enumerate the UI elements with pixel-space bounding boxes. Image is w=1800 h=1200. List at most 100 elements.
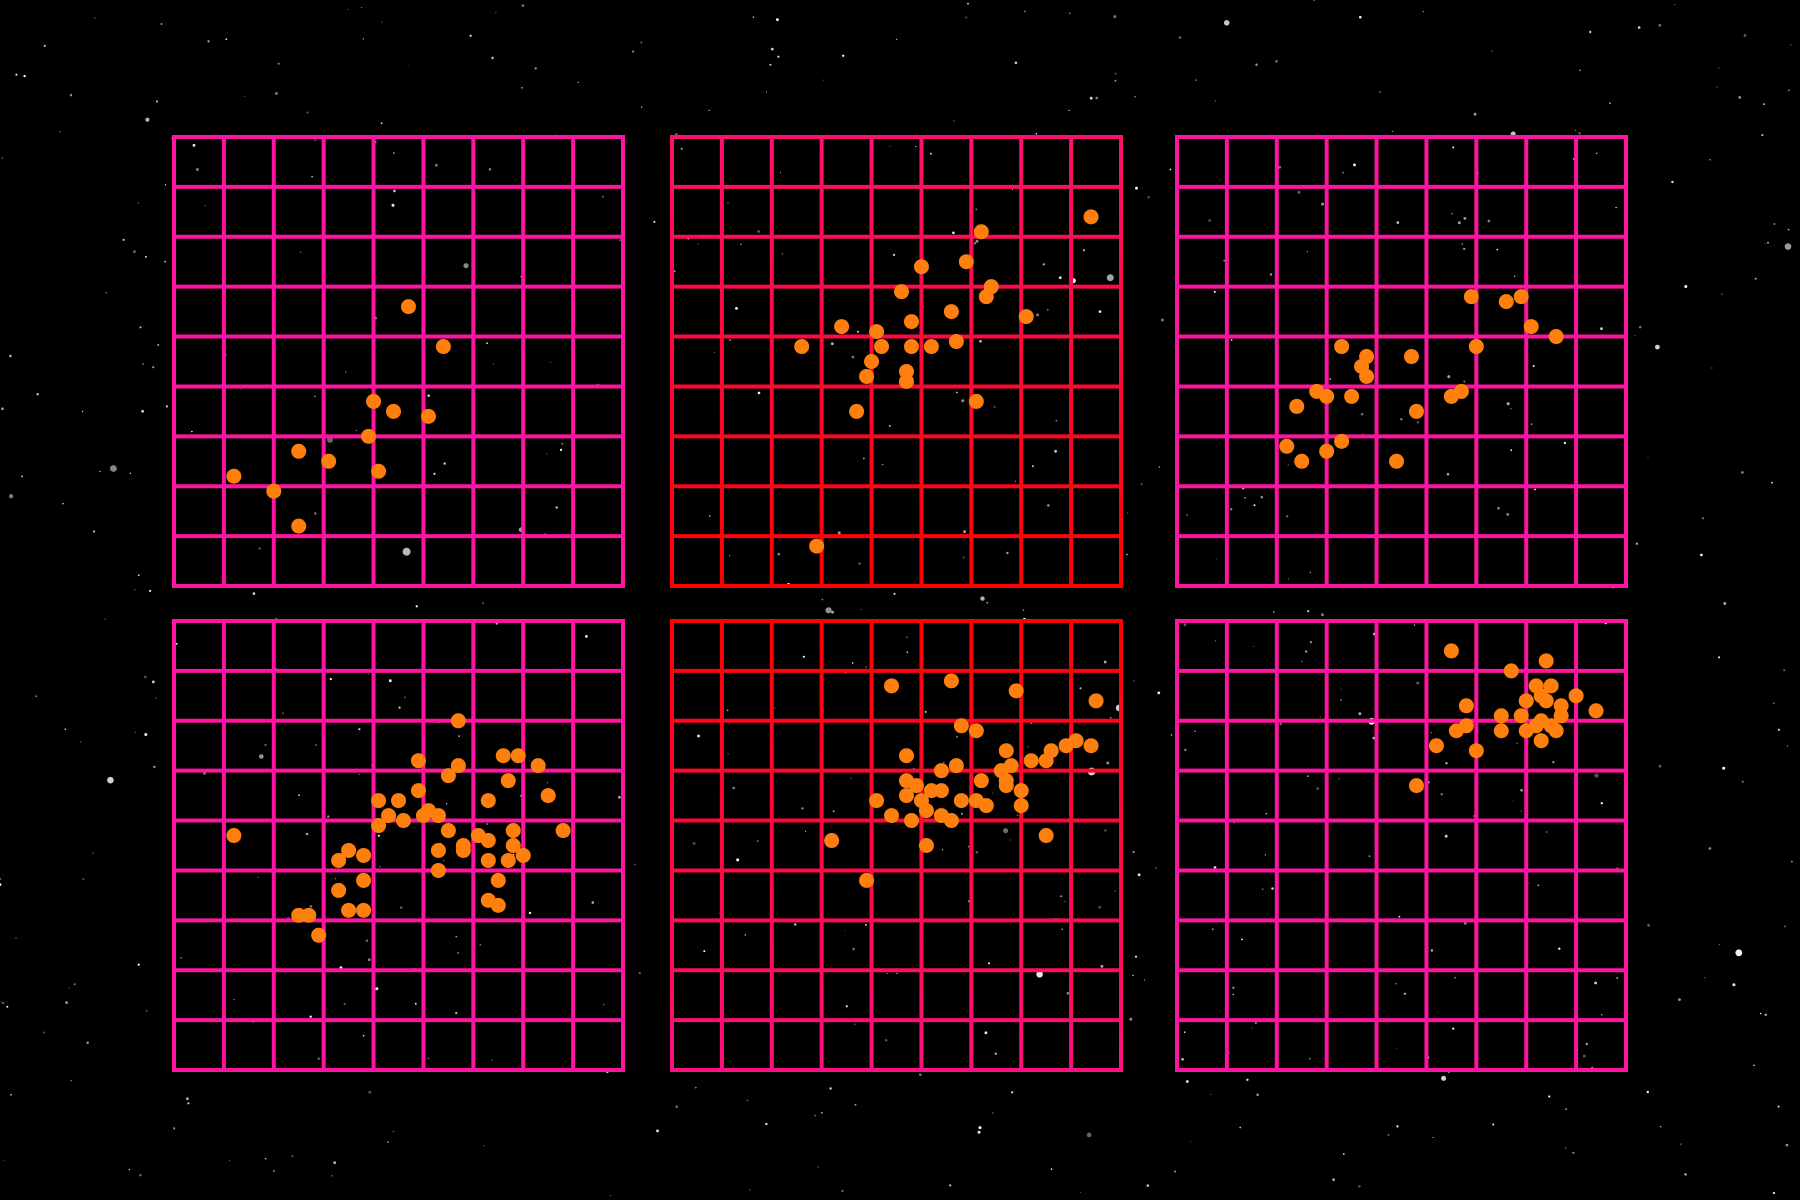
point: [366, 393, 382, 409]
star: [491, 1059, 493, 1061]
star: [1061, 928, 1063, 930]
star: [1230, 508, 1233, 511]
star: [1512, 800, 1514, 802]
star: [1452, 146, 1455, 149]
star: [1360, 412, 1364, 416]
star: [915, 145, 917, 148]
star: [602, 1003, 605, 1006]
star: [264, 743, 267, 747]
star: [380, 122, 383, 125]
star: [1265, 813, 1268, 815]
point: [331, 852, 347, 868]
star: [975, 239, 979, 243]
star: [550, 361, 552, 364]
star: [1089, 96, 1093, 100]
star: [1671, 180, 1674, 184]
star: [314, 512, 317, 515]
star: [823, 79, 825, 81]
point: [898, 373, 914, 389]
point: [1023, 753, 1039, 769]
star: [961, 812, 963, 815]
star: [1035, 132, 1038, 135]
star: [1545, 831, 1548, 833]
star: [1069, 12, 1071, 14]
star: [1309, 641, 1312, 644]
star: [457, 952, 459, 954]
point: [1463, 289, 1479, 305]
star: [1721, 293, 1723, 295]
star: [9, 354, 12, 358]
point: [1294, 453, 1310, 469]
star: [1594, 981, 1597, 985]
star: [1211, 928, 1214, 931]
star: [757, 391, 761, 395]
star: [1440, 793, 1443, 796]
star: [830, 342, 834, 346]
star: [495, 11, 497, 14]
star: [1113, 15, 1117, 19]
point: [1533, 733, 1549, 749]
star: [1271, 887, 1274, 890]
point: [500, 852, 516, 868]
star: [141, 409, 145, 413]
star: [735, 307, 738, 310]
star: [1558, 947, 1561, 950]
star: [309, 905, 313, 908]
point: [495, 748, 511, 764]
point: [505, 838, 521, 853]
point: [356, 872, 372, 888]
star: [164, 260, 167, 263]
star: [309, 1015, 312, 1018]
point: [420, 408, 436, 424]
star: [1563, 441, 1566, 445]
star: [709, 515, 711, 517]
star: [1784, 243, 1792, 250]
star: [953, 120, 955, 122]
point: [555, 823, 571, 839]
star: [952, 231, 955, 235]
star: [1100, 964, 1104, 968]
star: [1256, 1093, 1259, 1097]
star: [1241, 938, 1243, 941]
star: [488, 168, 492, 171]
star: [157, 344, 160, 346]
star: [79, 741, 82, 743]
star: [1786, 745, 1788, 747]
star: [73, 983, 76, 986]
star: [973, 242, 977, 245]
star: [1239, 1126, 1242, 1129]
star: [1600, 327, 1603, 330]
star: [1260, 495, 1264, 499]
star: [1036, 971, 1043, 978]
star: [638, 972, 641, 975]
star: [273, 1170, 275, 1172]
star: [3, 1159, 5, 1161]
star: [744, 934, 746, 936]
star: [980, 596, 985, 601]
star: [1790, 44, 1792, 46]
star: [274, 92, 278, 95]
point: [918, 803, 934, 819]
star: [1463, 380, 1466, 383]
star: [1510, 408, 1512, 410]
star: [1678, 998, 1681, 1001]
star: [1320, 716, 1322, 718]
star: [1492, 1123, 1495, 1126]
star: [160, 23, 163, 25]
star: [708, 109, 710, 111]
star: [1463, 247, 1466, 250]
star: [865, 666, 867, 669]
star: [766, 91, 767, 93]
star: [1178, 36, 1182, 39]
star: [885, 1039, 888, 1042]
star: [1548, 1095, 1551, 1098]
star: [1596, 152, 1598, 154]
star: [941, 849, 944, 851]
star: [143, 675, 147, 679]
star: [1647, 456, 1649, 458]
star: [1106, 761, 1110, 765]
point: [903, 813, 919, 829]
star: [367, 673, 369, 675]
star: [137, 574, 140, 577]
star: [1036, 313, 1039, 317]
